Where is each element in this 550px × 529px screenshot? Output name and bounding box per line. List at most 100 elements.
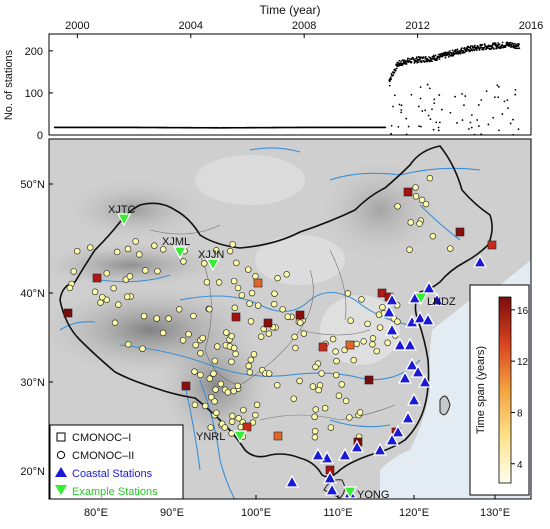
cmonoc-ii-station [154, 267, 161, 275]
series-point [413, 62, 416, 64]
cmonoc-ii-station [344, 290, 352, 297]
series-point [406, 57, 409, 60]
series-point [408, 57, 411, 60]
cmonoc-ii-station [233, 259, 240, 267]
cmonoc-ii-station [265, 370, 273, 377]
cmonoc-i-station [63, 308, 73, 318]
series-point [471, 49, 474, 52]
cmonoc-i-station [253, 278, 263, 288]
y-tick-label: 200 [25, 46, 43, 58]
coastal-station-icon [397, 370, 413, 384]
series-point [444, 56, 447, 59]
series-point [473, 133, 476, 136]
cmonoc-ii-station [234, 382, 242, 390]
timeseries-panel: Time (year) 2000 2004 2008 2012 2016 0 100 200… [3, 3, 543, 142]
lon-label: 90°E [160, 507, 184, 519]
cmonoc-ii-station [333, 357, 340, 365]
cmonoc-i-station [92, 273, 102, 283]
cmonoc-i-station [455, 227, 465, 237]
series-point [451, 49, 454, 52]
coastal-station-icon [472, 254, 488, 268]
series-point [438, 58, 441, 61]
series-point [410, 93, 413, 96]
cmonoc-ii-station [180, 258, 187, 265]
colorbar-title: Time span (years) [475, 346, 487, 434]
series-point [420, 56, 422, 59]
coastal-station-icon [384, 322, 400, 336]
latitude-labels: 50°N 40°N 30°N 20°N [20, 179, 45, 478]
series-point [464, 95, 467, 97]
series-point [400, 104, 403, 107]
cmonoc-ii-station [394, 318, 401, 325]
series-point [469, 121, 472, 124]
series-point [469, 47, 472, 50]
cmonoc-ii-station [139, 345, 146, 352]
lon-label: 80°E [84, 507, 108, 519]
timeseries-x-axis: 2000 2004 2008 2012 2016 [65, 20, 543, 38]
cmonoc-ii-station [426, 174, 434, 182]
cmonoc-ii-station [245, 266, 252, 273]
series-point [466, 47, 469, 50]
cmonoc-ii-station [249, 419, 257, 426]
cmonoc-ii-station [250, 351, 258, 358]
cmonoc-ii-station [202, 402, 209, 410]
coastal-station-icon [310, 447, 326, 461]
cmonoc-ii-station [429, 232, 437, 240]
series-point [418, 125, 421, 128]
series-point [469, 50, 471, 53]
series-point [422, 56, 425, 59]
cmonoc-ii-station [311, 427, 319, 435]
series-point [427, 114, 430, 117]
series-point [494, 42, 497, 45]
series-point [513, 42, 515, 45]
lat-label: 30°N [20, 377, 45, 389]
example-station-icon [232, 430, 248, 444]
cmonoc-ii-station [346, 414, 353, 421]
series-point [485, 90, 488, 93]
series-point [503, 100, 506, 103]
cmonoc-ii-station [230, 344, 238, 352]
lat-label: 20°N [20, 466, 45, 478]
cmonoc-ii-station [257, 333, 265, 340]
series-point [512, 118, 514, 121]
series-point [402, 59, 405, 62]
series-point [388, 84, 391, 87]
cmonoc-ii-station [200, 260, 208, 267]
plain-gobi [195, 155, 305, 205]
series-point [437, 129, 440, 132]
series-point [395, 67, 398, 70]
series-point [512, 134, 515, 136]
cmonoc-ii-station [356, 409, 364, 416]
cmonoc-ii-station [228, 332, 235, 340]
cmonoc-ii-station [327, 424, 335, 431]
map-frame [48, 138, 532, 500]
series-point [492, 48, 495, 50]
station-label-xjml: XJML [162, 236, 190, 248]
cmonoc-ii-station [240, 406, 247, 414]
cmonoc-ii-station [70, 268, 77, 275]
series-point [483, 46, 486, 49]
cmonoc-ii-station [217, 380, 225, 388]
cmonoc-ii-station [99, 293, 106, 301]
cmonoc-ii-station [373, 347, 380, 355]
series-point [410, 61, 413, 63]
coastal-station-icon [392, 337, 408, 351]
example-station-icon [116, 213, 132, 227]
cmonoc-ii-station [279, 306, 286, 313]
cmonoc-ii-station [207, 424, 214, 431]
series-point [481, 43, 484, 46]
series-point [501, 41, 504, 44]
cmonoc-ii-station [140, 312, 148, 320]
series-point [480, 133, 483, 136]
cmonoc-ii-station [360, 338, 367, 345]
series-point [465, 50, 468, 52]
cmonoc-ii-station [97, 299, 104, 306]
cmonoc-ii-station [213, 409, 220, 417]
series-point [461, 119, 464, 121]
series-point [506, 99, 509, 102]
cmonoc-ii-station [333, 371, 340, 379]
series-point [392, 105, 394, 108]
cmonoc-ii-station [297, 319, 304, 326]
cmonoc-ii-station [153, 315, 160, 322]
cmonoc-ii-station [232, 350, 239, 358]
